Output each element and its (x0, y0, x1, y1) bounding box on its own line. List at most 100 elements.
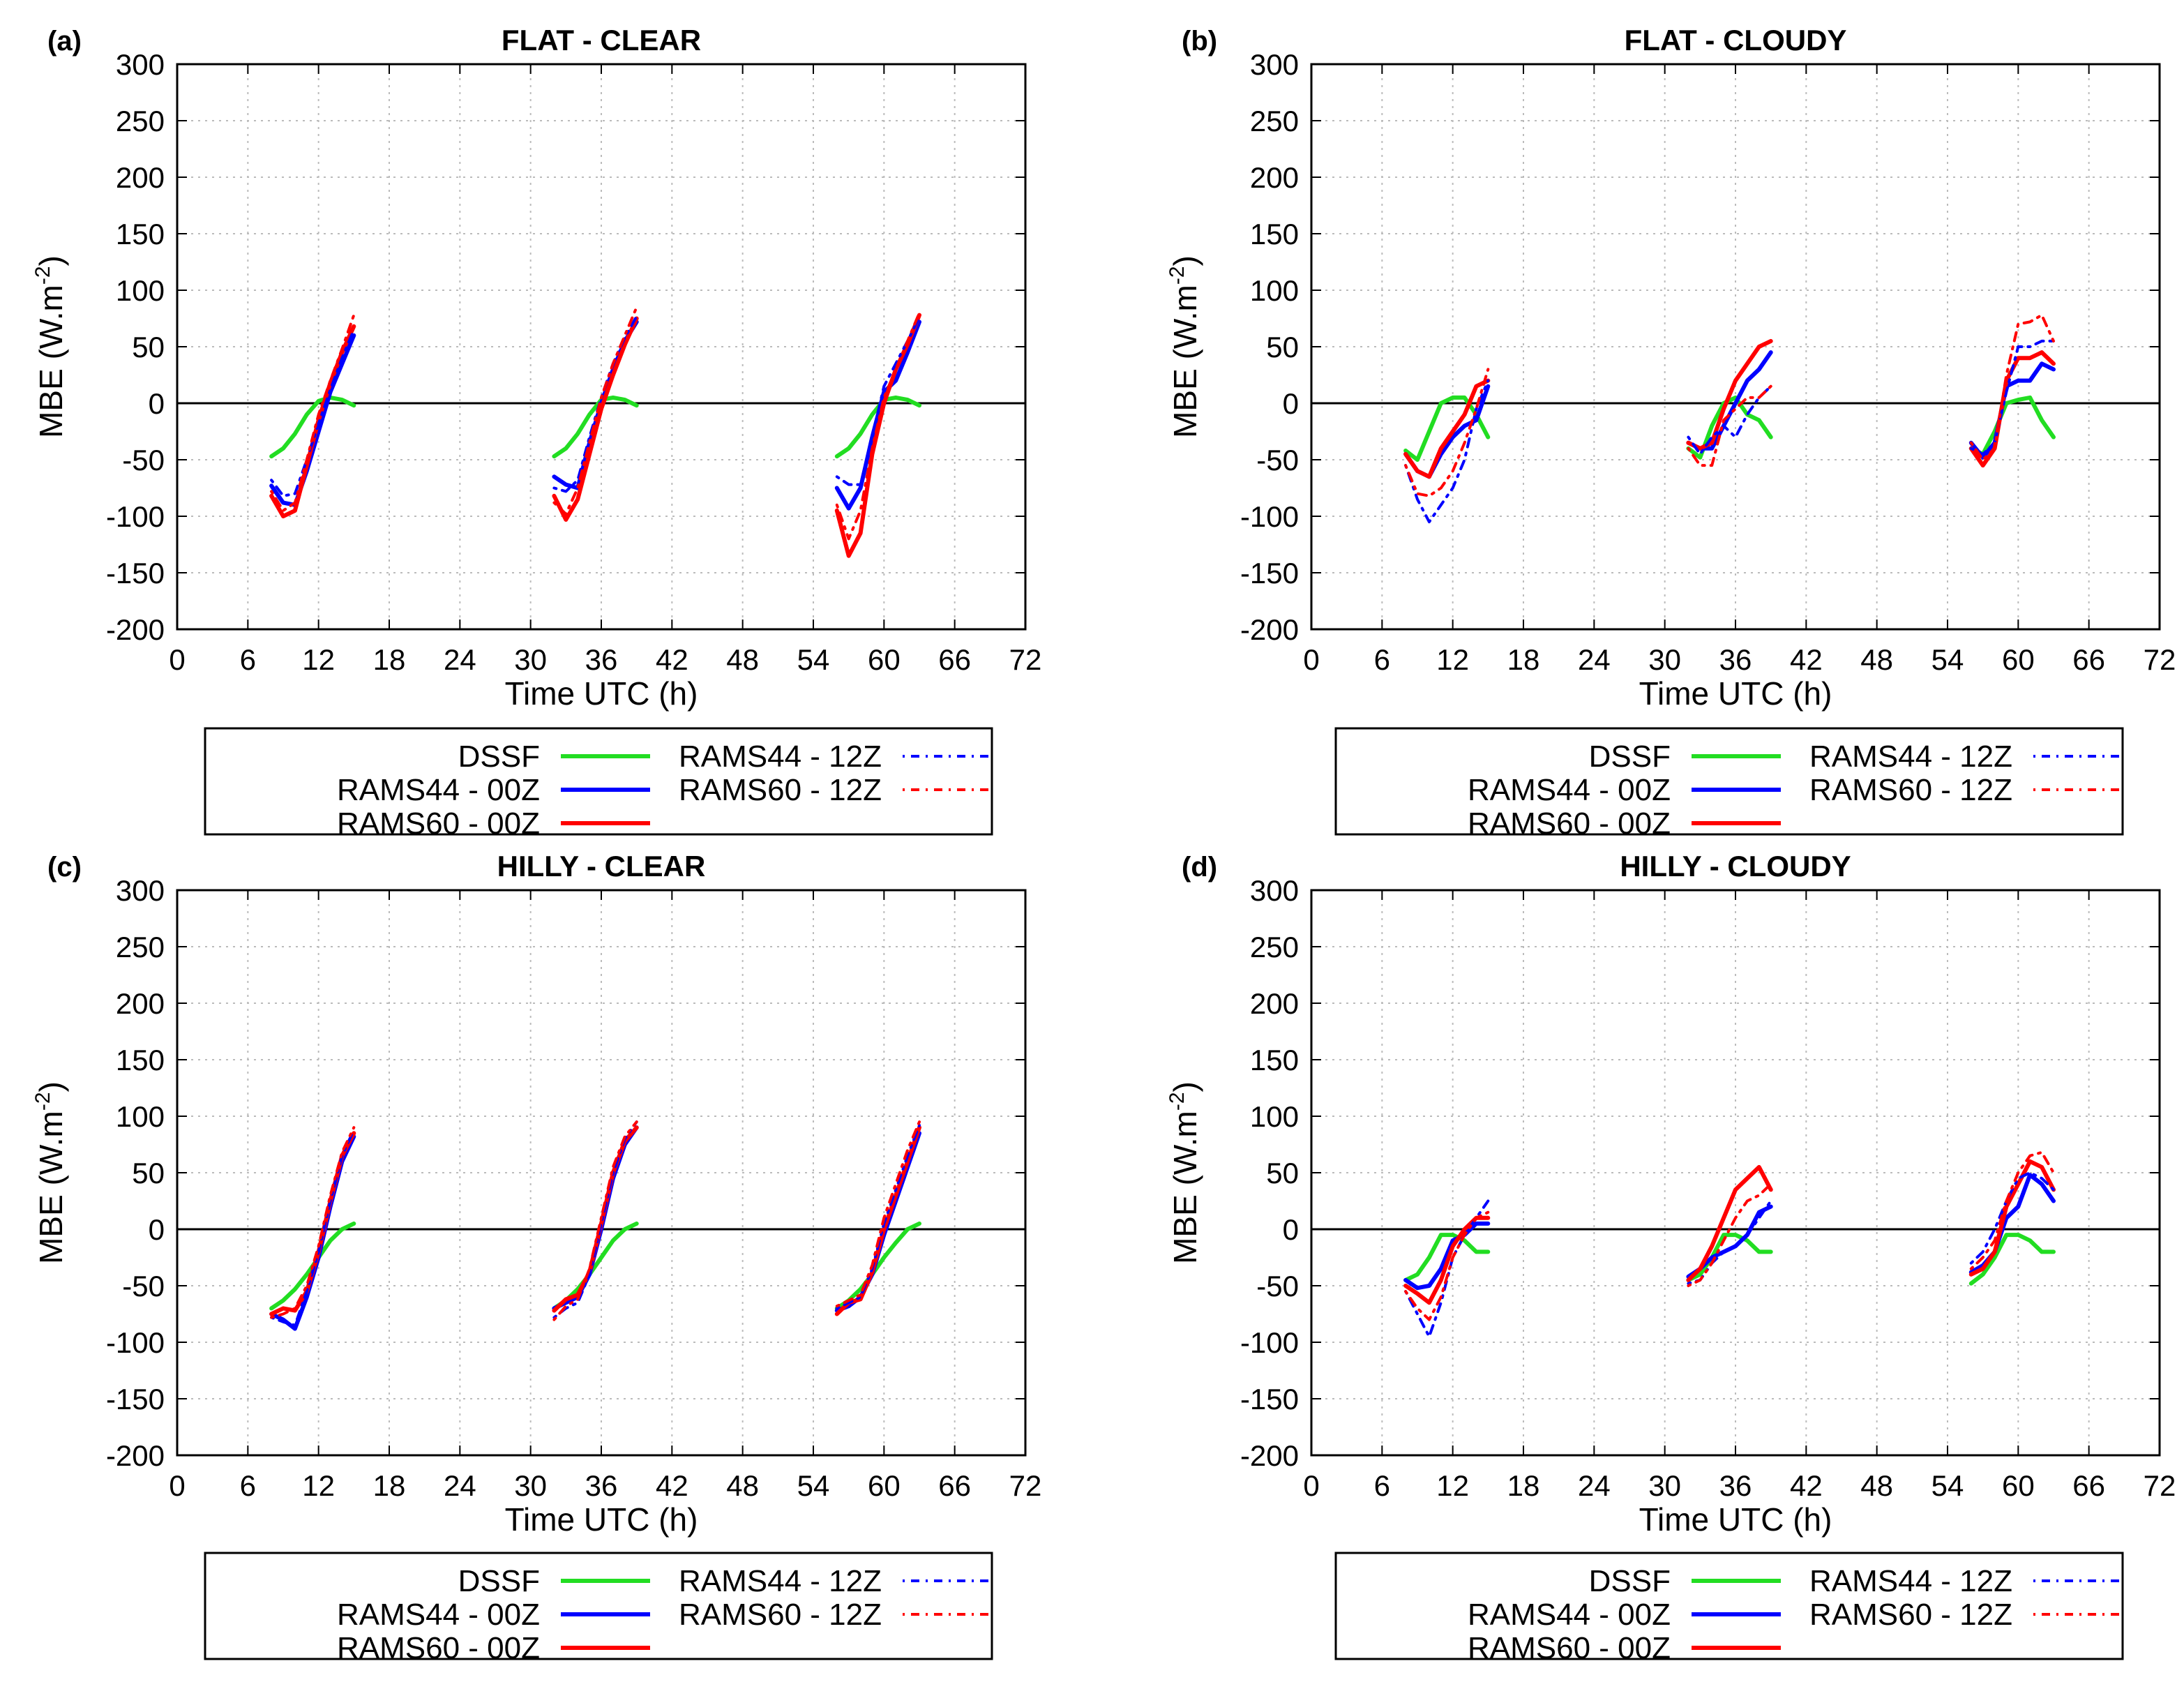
series-line-rams44-12z-seg0 (1404, 379, 1490, 524)
y-tick-label: -150 (1240, 1383, 1299, 1416)
series-line-rams44-12z-seg1 (1687, 384, 1772, 456)
y-tick-label: 150 (1250, 1044, 1299, 1076)
x-tick-label: 72 (1009, 1469, 1042, 1502)
legend-item: DSSF (458, 1564, 650, 1598)
series-line-dssf-00z-seg0 (1403, 395, 1491, 462)
legend-label: RAMS60 - 00Z (337, 1631, 540, 1665)
series-line-rams60-12z-seg2 (835, 1120, 921, 1308)
series-line-rams44-12z-seg2 (1969, 339, 2055, 456)
legend-label: RAMS60 - 12Z (1809, 1598, 2012, 1632)
chart-panel-2: 0 6 12 18 24 30 36 42 48 54 60 66 72 -200 -150 -100 -50 0… (31, 850, 1041, 1665)
x-tick-label: 66 (2072, 1469, 2105, 1502)
legend-item: RAMS44 - 00Z (1468, 773, 1781, 807)
series-line-rams60-00z-seg1 (552, 1125, 639, 1313)
y-axis-label-main: MBE (W.m (1167, 285, 1203, 438)
y-tick-label: -100 (1240, 1326, 1299, 1359)
x-tick-label: 48 (726, 643, 759, 676)
x-tick-label: 18 (1507, 643, 1540, 676)
y-tick-label: 100 (116, 1100, 165, 1133)
y-tick-label: -100 (106, 1326, 165, 1359)
x-tick-label: 36 (1719, 643, 1752, 676)
chart-panel-0: 0 6 12 18 24 30 36 42 48 54 60 66 72 -200 -150 -100 -50 0… (31, 24, 1041, 841)
y-tick-label: 100 (1250, 1100, 1299, 1133)
x-axis-label: Time UTC (h) (505, 1501, 698, 1538)
legend-item: RAMS60 - 00Z (337, 806, 650, 841)
x-tick-label: 36 (585, 643, 618, 676)
series-line-rams60-12z-seg2 (1969, 1150, 2055, 1270)
x-tick-label: 30 (1648, 1469, 1681, 1502)
y-tick-label: -200 (1240, 613, 1299, 646)
legend-label: RAMS44 - 00Z (1468, 1598, 1671, 1632)
series-line-dssf-00z-seg0 (269, 395, 356, 459)
y-tick-label: -150 (1240, 557, 1299, 590)
x-tick-label: 12 (302, 1469, 335, 1502)
legend-label: RAMS44 - 12Z (1809, 1564, 2012, 1598)
y-axis-label-close: ) (33, 1081, 69, 1092)
legend-label: RAMS44 - 12Z (679, 739, 882, 774)
series-line-rams60-00z-seg1 (1686, 338, 1773, 451)
legend-box (204, 727, 993, 836)
x-tick-label: 30 (514, 643, 547, 676)
legend-item: RAMS60 - 12Z (679, 773, 992, 807)
x-tick-label: 66 (938, 643, 971, 676)
x-tick-label: 36 (1719, 1469, 1752, 1502)
series-line-rams60-12z-seg2 (1969, 313, 2055, 461)
panel-label: (b) (1182, 26, 1217, 57)
y-axis-label-main: MBE (W.m (33, 1111, 69, 1264)
legend-box (1334, 1552, 2124, 1660)
series-line-rams60-00z-seg1 (1686, 1164, 1773, 1282)
x-tick-label: 60 (868, 1469, 901, 1502)
x-tick-label: 42 (656, 1469, 688, 1502)
x-tick-label: 18 (373, 1469, 406, 1502)
legend-item: RAMS44 - 12Z (679, 739, 992, 774)
legend-item: RAMS60 - 12Z (679, 1598, 992, 1632)
series-line-rams60-12z-seg0 (270, 1126, 356, 1319)
series-line-rams60-12z-seg1 (552, 1120, 638, 1321)
series-line-rams60-12z-seg1 (1687, 384, 1772, 467)
series-line-rams60-12z-seg0 (1404, 368, 1490, 497)
y-tick-label: 150 (116, 218, 165, 250)
x-tick-label: 72 (2144, 643, 2176, 676)
series-line-dssf-00z-seg2 (1968, 1233, 2056, 1286)
x-tick-label: 72 (2144, 1469, 2176, 1502)
y-tick-label: 250 (1250, 931, 1299, 963)
legend-item: DSSF (458, 739, 650, 774)
x-tick-label: 24 (1578, 1469, 1611, 1502)
panel-title: HILLY - CLOUDY (1620, 850, 1851, 883)
legend-item: RAMS60 - 12Z (1809, 773, 2123, 807)
x-tick-label: 0 (1303, 643, 1319, 676)
y-tick-label: 0 (1283, 387, 1299, 420)
x-tick-label: 48 (1860, 1469, 1893, 1502)
y-tick-label: 50 (1266, 331, 1299, 363)
legend-label: DSSF (458, 739, 540, 774)
legend-box (204, 1552, 993, 1660)
x-tick-label: 54 (797, 1469, 830, 1502)
x-tick-label: 0 (169, 1469, 185, 1502)
x-tick-label: 12 (1436, 643, 1469, 676)
x-tick-label: 36 (585, 1469, 618, 1502)
legend-label: RAMS44 - 00Z (337, 773, 540, 807)
y-tick-label: -50 (122, 1270, 165, 1302)
x-tick-label: 72 (1009, 643, 1042, 676)
y-tick-label: -100 (106, 500, 165, 533)
series-line-rams60-12z-seg2 (835, 311, 921, 541)
panel-title: HILLY - CLEAR (497, 850, 706, 883)
y-tick-label: 200 (116, 161, 165, 194)
x-tick-label: 54 (1931, 643, 1964, 676)
y-axis-label-sup: -2 (1166, 1092, 1189, 1111)
y-tick-label: -100 (1240, 500, 1299, 533)
y-tick-label: 250 (1250, 105, 1299, 137)
series-line-dssf-00z-seg2 (1968, 395, 2056, 456)
series-line-dssf-00z-seg1 (1686, 1233, 1773, 1282)
legend-label: DSSF (458, 1564, 540, 1598)
y-tick-label: -200 (106, 613, 165, 646)
x-axis-label: Time UTC (h) (505, 675, 698, 712)
y-tick-label: 50 (132, 331, 165, 363)
series-line-dssf-00z-seg2 (834, 1221, 921, 1311)
x-tick-label: 6 (240, 1469, 256, 1502)
y-axis-label: MBE (W.m-2) (31, 1081, 69, 1264)
legend-item: DSSF (1589, 1564, 1781, 1598)
y-axis-label: MBE (W.m-2) (31, 255, 69, 438)
